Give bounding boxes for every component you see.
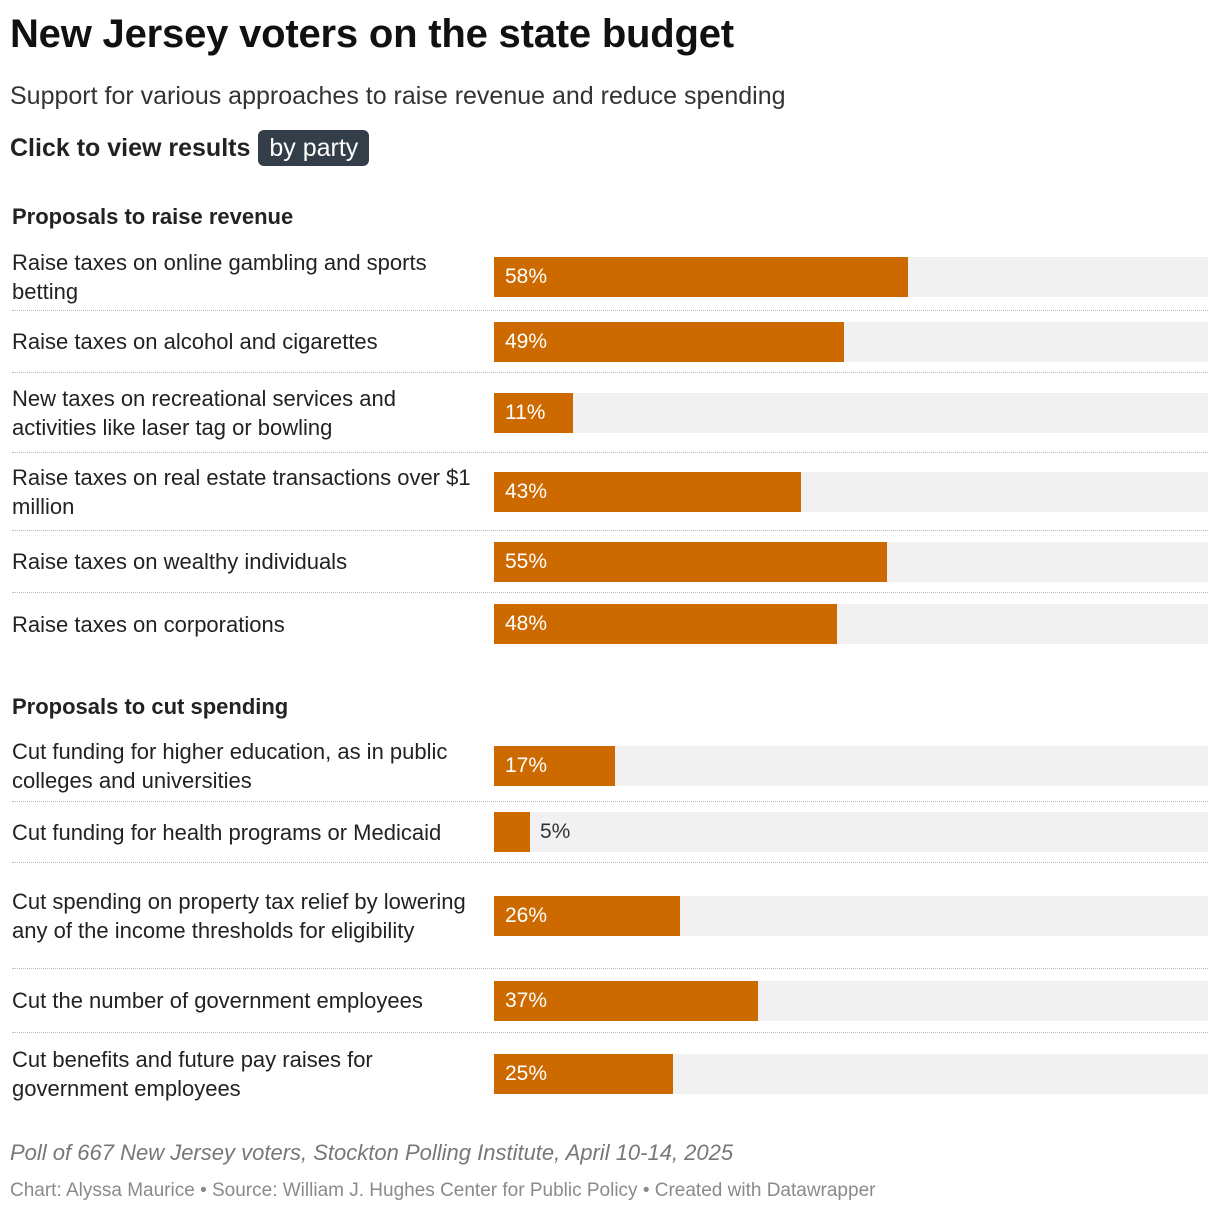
bar-value-label: 25%	[505, 1061, 548, 1085]
bar-category-label: Raise taxes on real estate transactions …	[12, 464, 471, 519]
bar	[494, 392, 573, 433]
bar	[494, 471, 801, 512]
bar-category-label: Cut spending on property tax relief by l…	[12, 888, 466, 943]
bar-row: Raise taxes on real estate transactions …	[12, 453, 1208, 531]
bar	[494, 321, 844, 362]
bar-value-label: 26%	[505, 903, 548, 927]
bar-track: 37%	[494, 980, 1208, 1021]
bar-value-label: 55%	[505, 549, 548, 573]
bar-row: Raise taxes on alcohol and cigarettes 49%	[12, 311, 1208, 373]
bar-category-label: Cut funding for health programs or Medic…	[12, 819, 442, 845]
bar-category-label: Raise taxes on corporations	[12, 611, 285, 637]
bar-category-label: Raise taxes on wealthy individuals	[12, 549, 348, 574]
bar	[494, 812, 530, 852]
bar-row: Cut funding for higher education, as in …	[12, 731, 1208, 802]
bar-value-label: 5%	[540, 820, 571, 843]
bar-value-label: 11%	[505, 400, 546, 424]
bar-track: 49%	[494, 321, 1208, 362]
footnote: Poll of 667 New Jersey voters, Stockton …	[10, 1140, 734, 1165]
bar-value-label: 48%	[505, 612, 548, 635]
bar-track: 26%	[494, 895, 1208, 936]
toggle-label: Click to view results	[10, 133, 251, 162]
bar-category-label: Cut funding for higher education, as in …	[12, 739, 448, 793]
by-party-button[interactable]: by party	[258, 130, 370, 166]
bar	[494, 1053, 673, 1094]
bar-row: New taxes on recreational services and a…	[12, 373, 1208, 453]
bar	[494, 746, 615, 786]
bar-value-label: 17%	[505, 754, 548, 777]
credits: Chart: Alyssa Maurice • Source: William …	[10, 1180, 876, 1201]
bar-track: 43%	[494, 471, 1208, 512]
bar-track: 48%	[494, 604, 1208, 644]
bar	[494, 256, 908, 297]
bar	[494, 980, 758, 1021]
bar-value-label: 58%	[505, 264, 548, 288]
group-heading: Proposals to cut spending	[12, 694, 289, 719]
bar-value-label: 37%	[505, 988, 548, 1012]
bar-track: 17%	[494, 746, 1208, 786]
bar-track: 58%	[494, 256, 1208, 297]
bar	[494, 895, 680, 936]
bar-category-label: Cut the number of government employees	[12, 988, 423, 1013]
bar-row: Cut the number of government employees 37…	[12, 969, 1208, 1033]
view-toggle: Click to view results by party	[10, 130, 370, 166]
bar-value-label: 43%	[505, 479, 548, 503]
bar-category-label: Raise taxes on alcohol and cigarettes	[12, 329, 378, 354]
bar-category-label: Cut benefits and future pay raises for g…	[12, 1046, 373, 1101]
bar-row: Raise taxes on wealthy individuals 55%	[12, 531, 1208, 593]
bar-track: 11%	[494, 392, 1208, 433]
bar-row: Cut spending on property tax relief by l…	[12, 863, 1208, 969]
bar-track: 5%	[494, 812, 1208, 852]
bar-category-label: New taxes on recreational services and a…	[12, 385, 396, 440]
bar	[494, 604, 837, 644]
chart-title: New Jersey voters on the state budget	[10, 12, 734, 56]
bar-value-label: 49%	[505, 329, 548, 353]
group-heading: Proposals to raise revenue	[12, 204, 294, 229]
bar-row: Cut funding for health programs or Medic…	[12, 802, 1208, 863]
chart-subtitle: Support for various approaches to raise …	[10, 82, 786, 110]
bar-row: Cut benefits and future pay raises for g…	[12, 1033, 1208, 1114]
bar-category-label: Raise taxes on online gambling and sport…	[12, 249, 427, 304]
bar	[494, 541, 887, 582]
bar-track: 55%	[494, 541, 1208, 582]
bar-track: 25%	[494, 1053, 1208, 1094]
bar-row: Raise taxes on online gambling and sport…	[12, 243, 1208, 311]
bar-row: Raise taxes on corporations 48%	[12, 593, 1208, 655]
